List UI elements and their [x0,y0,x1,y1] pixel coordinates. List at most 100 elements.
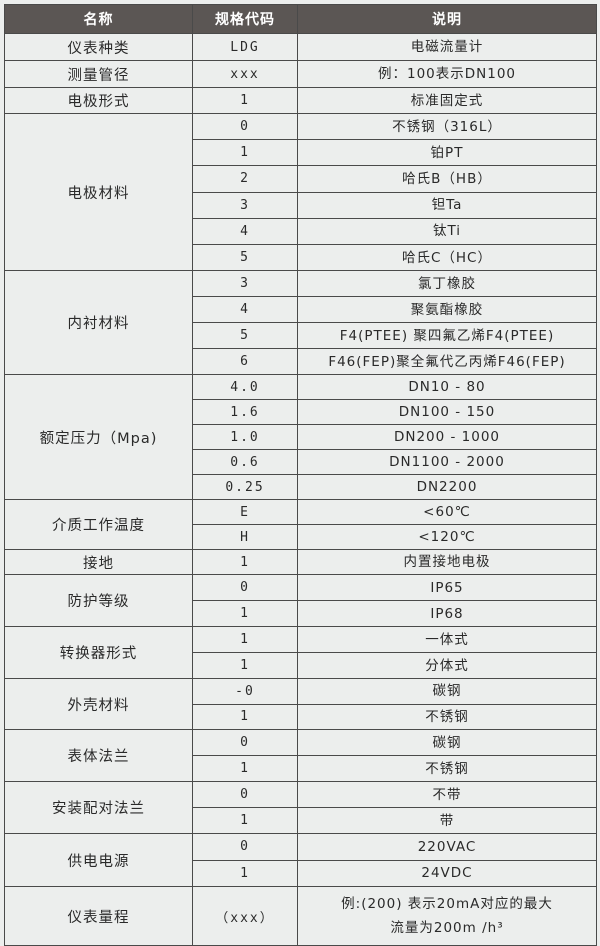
table-row: H <120℃ [5,524,597,551]
spec-code: 5 [192,322,298,350]
table-row: 供电电源 0 220VAC [4,833,597,888]
header-name: 名称 [4,4,193,34]
spec-code: 0 [192,729,298,757]
table-row: 测量管径 xxx 例：100表示DN100 [4,60,597,88]
spec-code: 0.25 [192,474,298,501]
spec-code: 0 [192,781,298,809]
table-row: 5 F4(PTEE) 聚四氟乙烯F4(PTEE) [5,322,597,350]
spec-code: 1 [192,139,298,167]
spec-code: 1.0 [192,424,298,451]
spec-name: 介质工作温度 [4,499,193,551]
spec-code: 4.0 [192,374,298,401]
table-row: 2 哈氏B（HB） [5,165,597,193]
spec-code: 0.6 [192,449,298,476]
spec-code: -0 [192,678,298,705]
spec-code: （xxx） [192,886,298,946]
spec-name: 电极材料 [4,112,193,272]
spec-code: 1 [192,859,298,888]
table-body: 仪表种类 LDG 电磁流量计 测量管径 xxx 例：100表示DN100 电极形式 1 标准固定… [4,33,597,946]
spec-name: 外壳材料 [4,678,193,731]
spec-code: 1 [192,807,298,835]
table-row: 1 不锈钢 [5,755,597,783]
spec-desc: IP68 [297,600,597,628]
table-row: 接地 1 内置接地电极 [4,549,597,576]
spec-desc: 220VAC [297,833,597,861]
spec-desc: DN1100 - 2000 [297,449,597,476]
table-row: 0.25 DN2200 [5,474,597,501]
spec-code: 1 [192,549,298,576]
spec-code: 3 [192,270,298,298]
table-row: 电极形式 1 标准固定式 [4,87,597,114]
spec-code: 1 [192,600,298,628]
spec-desc: F4(PTEE) 聚四氟乙烯F4(PTEE) [297,322,597,350]
spec-code: 1.6 [192,399,298,426]
table-row: 6 F46(FEP)聚全氟代乙丙烯F46(FEP) [5,348,597,376]
table-row: 额定压力（Mpa) 4.0 DN10 - 80 [4,374,597,501]
spec-code: 4 [192,217,298,245]
spec-code: H [192,524,298,551]
spec-desc: 不锈钢 [297,755,597,783]
spec-name: 测量管径 [4,60,193,88]
spec-code: 0 [192,574,298,602]
spec-desc: 钽Ta [297,191,597,219]
table-row: 5 哈氏C（HC） [5,243,597,272]
table-row: 1.0 DN200 - 1000 [5,424,597,451]
spec-name: 内衬材料 [4,270,193,376]
spec-name: 转换器形式 [4,626,193,680]
table-row: 仪表种类 LDG 电磁流量计 [4,33,597,61]
spec-desc: <60℃ [297,499,597,526]
table-row: 介质工作温度 E <60℃ [4,499,597,551]
spec-name: 安装配对法兰 [4,781,193,835]
spec-desc: DN200 - 1000 [297,424,597,451]
table-row: 转换器形式 1 一体式 [4,626,597,680]
table-row: 电极材料 0 不锈钢（316L） [4,112,597,272]
spec-code: 1 [192,703,298,731]
spec-code: 1 [192,755,298,783]
table-row: 3 钽Ta [5,191,597,219]
spec-desc: 不锈钢（316L） [297,112,597,141]
spec-desc: 24VDC [297,859,597,888]
spec-desc: 带 [297,807,597,835]
spec-code: 0 [192,833,298,861]
spec-name: 表体法兰 [4,729,193,783]
table-row: 0.6 DN1100 - 2000 [5,449,597,476]
spec-code: 6 [192,348,298,376]
spec-code: 0 [192,112,298,141]
spec-desc: 一体式 [297,626,597,654]
spec-code: xxx [192,60,298,88]
table-row: 仪表量程 （xxx） 例:(200) 表示20mA对应的最大流量为200m /h³ [4,886,597,946]
spec-desc: 碳钢 [297,678,597,705]
spec-desc: 氯丁橡胶 [297,270,597,298]
table-row: 4 聚氨酯橡胶 [5,296,597,324]
header-desc: 说明 [297,4,597,34]
table-row: 外壳材料 -0 碳钢 [4,678,597,731]
spec-name: 仪表种类 [4,33,193,61]
table-row: 4 钛Ti [5,217,597,245]
table-row: 防护等级 0 IP65 [4,574,597,628]
spec-code: E [192,499,298,526]
table-row: 内衬材料 3 氯丁橡胶 [4,270,597,376]
spec-code: 1 [192,652,298,680]
spec-desc: DN100 - 150 [297,399,597,426]
spec-desc: 分体式 [297,652,597,680]
table-row: 安装配对法兰 0 不带 [4,781,597,835]
spec-code: 1 [192,87,298,114]
table-row: 1 分体式 [5,652,597,680]
table-row: 1.6 DN100 - 150 [5,399,597,426]
spec-name: 防护等级 [4,574,193,628]
spec-desc: 钛Ti [297,217,597,245]
spec-desc: 不带 [297,781,597,809]
spec-desc: 不锈钢 [297,703,597,731]
spec-code: 1 [192,626,298,654]
spec-desc: F46(FEP)聚全氟代乙丙烯F46(FEP) [297,348,597,376]
spec-desc: 碳钢 [297,729,597,757]
table-row: 表体法兰 0 碳钢 [4,729,597,783]
spec-desc: IP65 [297,574,597,602]
table-row: 1 IP68 [5,600,597,628]
spec-name: 额定压力（Mpa) [4,374,193,501]
table-row: 1 24VDC [5,859,597,888]
spec-desc: DN2200 [297,474,597,501]
spec-code: 4 [192,296,298,324]
spec-desc: 哈氏B（HB） [297,165,597,193]
